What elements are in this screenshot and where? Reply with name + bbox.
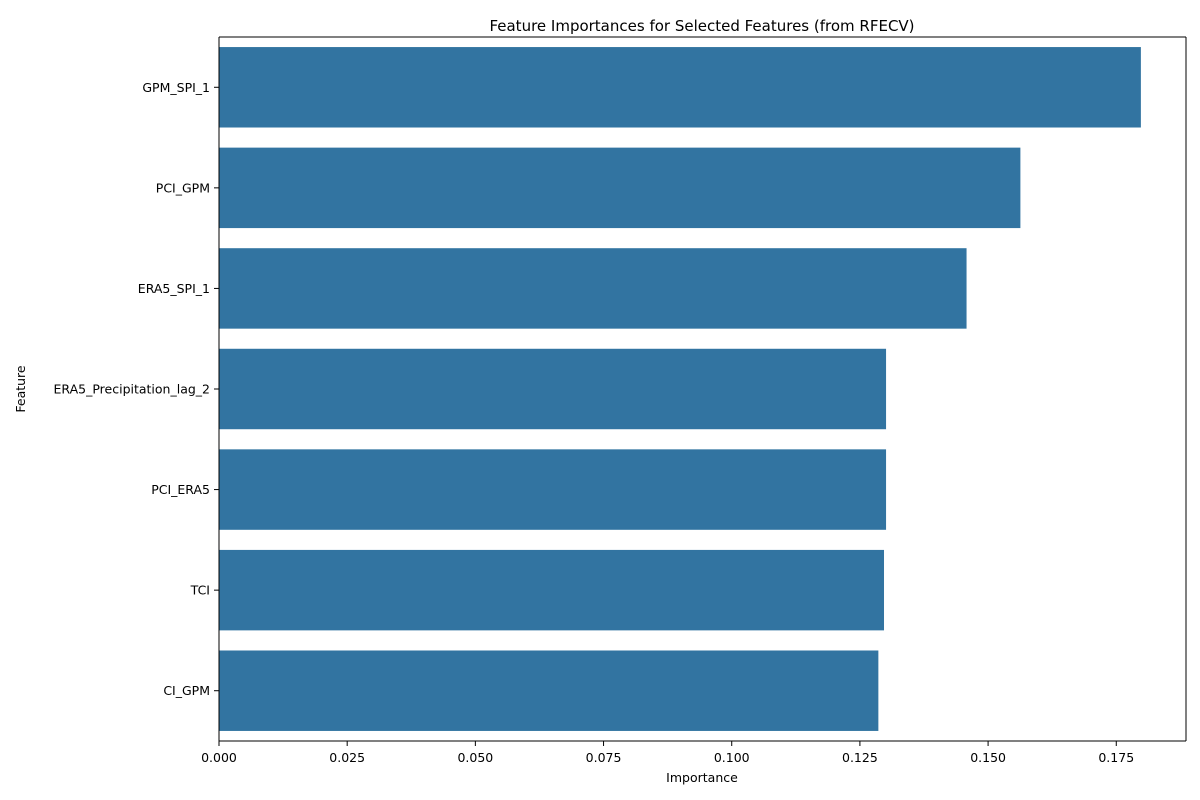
- x-tick-label: 0.100: [714, 750, 750, 765]
- x-axis-ticks: 0.000 0.025 0.050 0.075 0.100 0.125 0.150 0.175: [201, 741, 1134, 765]
- y-tick-label: TCI: [190, 583, 210, 598]
- bar-pci-era5: [219, 449, 887, 530]
- bars-group: [219, 47, 1141, 731]
- x-tick-label: 0.000: [201, 750, 237, 765]
- y-tick-label: GPM_SPI_1: [142, 80, 210, 95]
- x-tick-label: 0.075: [586, 750, 622, 765]
- x-tick-label: 0.175: [1098, 750, 1134, 765]
- y-tick-label: CI_GPM: [163, 683, 210, 698]
- bar-pci-gpm: [219, 147, 1021, 229]
- x-axis-label: Importance: [666, 770, 738, 785]
- y-tick-label: PCI_GPM: [156, 180, 210, 195]
- chart-title: Feature Importances for Selected Feature…: [489, 17, 914, 35]
- y-axis-ticks: GPM_SPI_1 PCI_GPM ERA5_SPI_1 ERA5_Precipita…: [54, 80, 219, 698]
- bar-era5-precipitation-lag-2: [219, 348, 887, 430]
- bar-tci: [219, 549, 885, 631]
- bar-ci-gpm: [219, 650, 879, 731]
- x-tick-label: 0.025: [329, 750, 365, 765]
- bar-gpm-spi-1: [219, 47, 1141, 128]
- bar-era5-spi-1: [219, 248, 967, 329]
- x-tick-label: 0.125: [842, 750, 878, 765]
- y-tick-label: ERA5_Precipitation_lag_2: [54, 382, 210, 397]
- y-axis-label: Feature: [13, 365, 28, 413]
- x-tick-label: 0.150: [970, 750, 1006, 765]
- y-tick-label: ERA5_SPI_1: [138, 281, 210, 296]
- x-tick-label: 0.050: [457, 750, 493, 765]
- y-tick-label: PCI_ERA5: [151, 482, 210, 497]
